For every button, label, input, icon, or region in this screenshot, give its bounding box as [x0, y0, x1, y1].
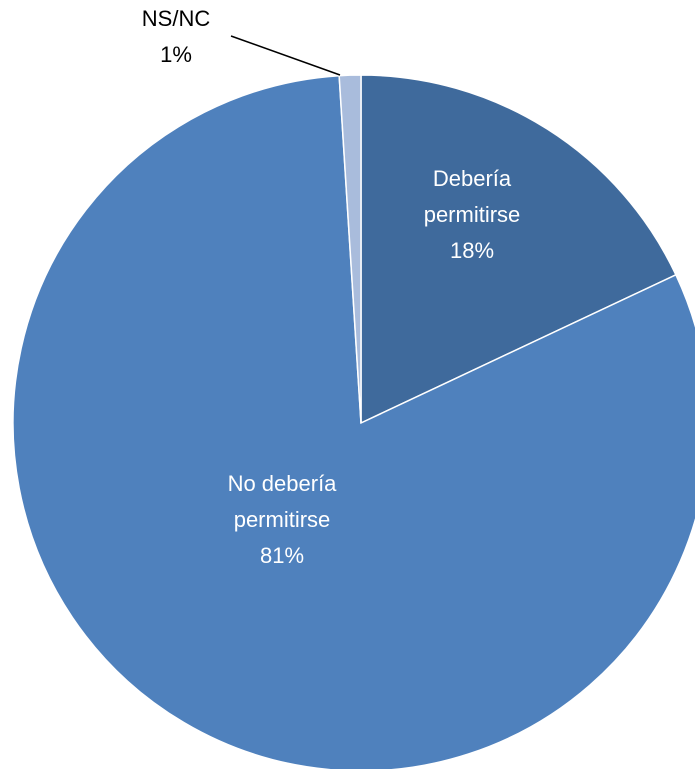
pie-slice-1 [12, 74, 695, 769]
slice-label-1: No debería permitirse 81% [228, 471, 338, 568]
slice-name-label: permitirse [424, 202, 521, 227]
slice-value-label: 81% [260, 543, 304, 568]
slice-value-label: 18% [450, 238, 494, 263]
slice-name-label: Debería [433, 166, 512, 191]
slice-value-label: 1% [160, 42, 192, 67]
slice-label-0: Debería permitirse 18% [424, 166, 521, 263]
slice-name-label: No debería [228, 471, 338, 496]
pie-slice-2 [338, 74, 362, 424]
leader-line-2 [230, 35, 341, 76]
pie-slice-0 [360, 74, 677, 425]
slice-label-2: NS/NC 1% [142, 6, 211, 67]
slice-name-label: permitirse [234, 507, 331, 532]
slice-name-label: NS/NC [142, 6, 211, 31]
